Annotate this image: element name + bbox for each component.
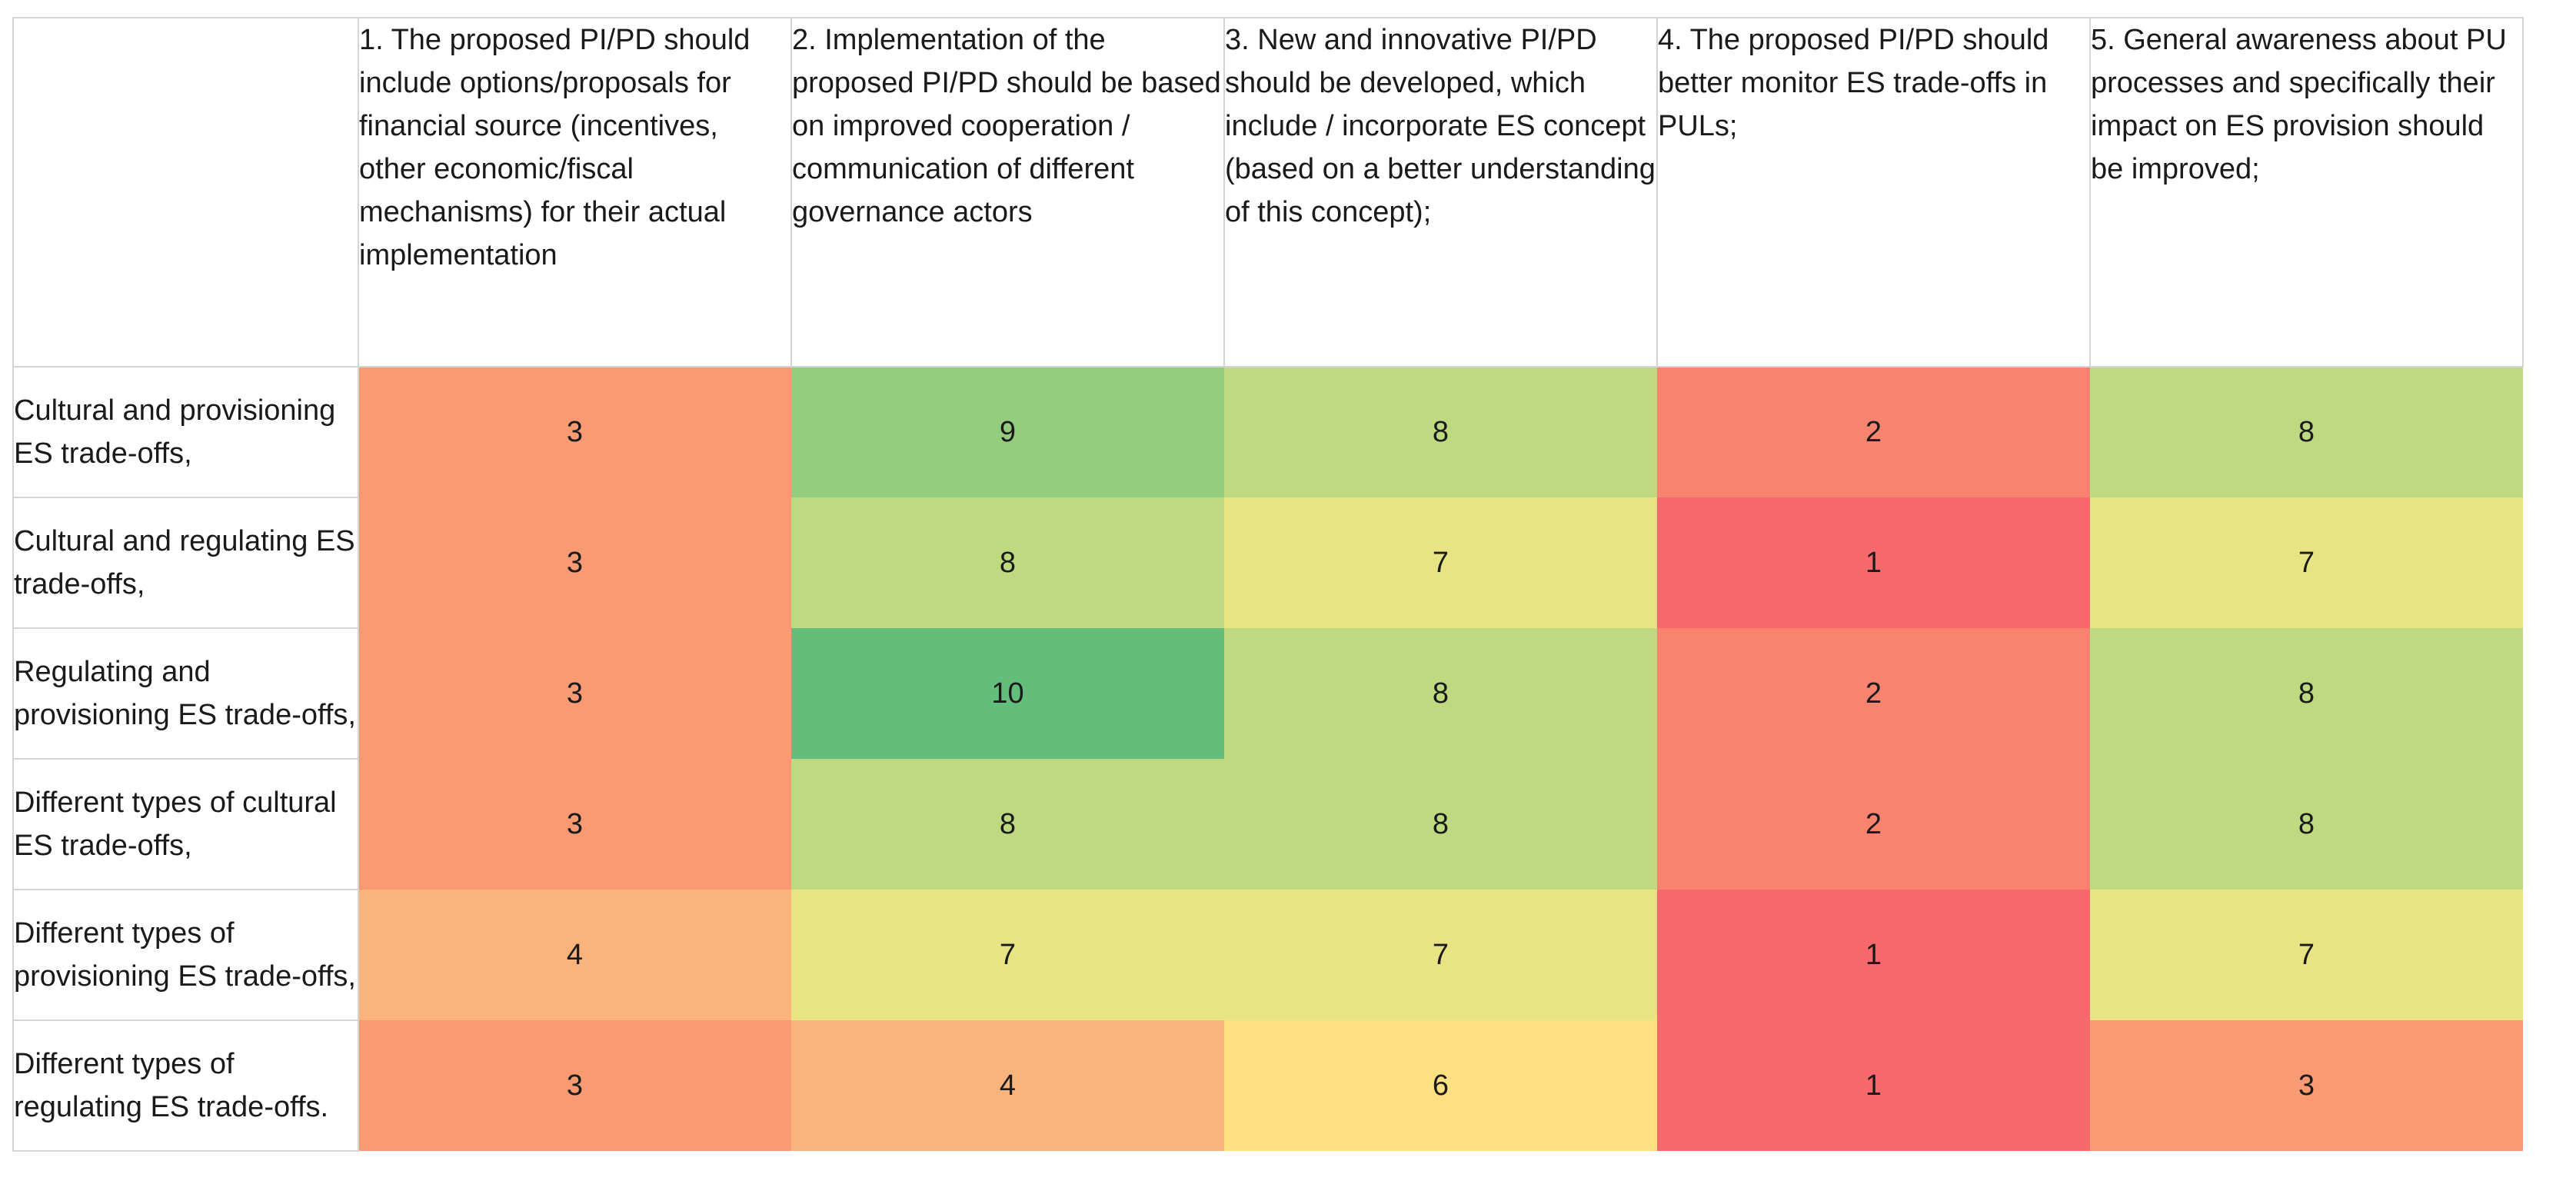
column-header-5: 5. General awareness about PU processes … xyxy=(2089,17,2524,368)
heatmap-cell: 2 xyxy=(1657,628,2090,759)
heatmap-cell: 8 xyxy=(1224,628,1657,759)
heatmap-body: Cultural and provisioning ES trade-offs,… xyxy=(12,366,2523,1152)
header-row: 1. The proposed PI/PD should include opt… xyxy=(12,17,2524,368)
heatmap-cell: 3 xyxy=(358,497,791,628)
row-label: Different types of cultural ES trade-off… xyxy=(12,758,359,890)
heatmap-cell: 8 xyxy=(2090,628,2523,759)
row-label: Different types of regulating ES trade-o… xyxy=(12,1019,359,1152)
table-row: Different types of provisioning ES trade… xyxy=(12,889,2523,1021)
heatmap-cell: 8 xyxy=(2090,367,2523,497)
heatmap-cell: 1 xyxy=(1657,1020,2090,1151)
heatmap-cell: 8 xyxy=(791,759,1224,890)
heatmap-cell: 7 xyxy=(1224,890,1657,1020)
heatmap-cell: 8 xyxy=(1224,367,1657,497)
column-header-3: 3. New and innovative PI/PD should be de… xyxy=(1223,17,1658,368)
row-label: Cultural and provisioning ES trade-offs, xyxy=(12,366,359,498)
heatmap-cell: 7 xyxy=(2090,890,2523,1020)
row-label: Cultural and regulating ES trade-offs, xyxy=(12,497,359,629)
heatmap-cell: 7 xyxy=(1224,497,1657,628)
row-label: Regulating and provisioning ES trade-off… xyxy=(12,627,359,760)
heatmap-cell: 7 xyxy=(2090,497,2523,628)
table-row: Different types of cultural ES trade-off… xyxy=(12,758,2523,890)
table-row: Regulating and provisioning ES trade-off… xyxy=(12,627,2523,760)
heatmap-cell: 8 xyxy=(2090,759,2523,890)
heatmap-cell: 8 xyxy=(1224,759,1657,890)
heatmap-cell: 7 xyxy=(791,890,1224,1020)
column-header-2: 2. Implementation of the proposed PI/PD … xyxy=(790,17,1225,368)
heatmap-cell: 1 xyxy=(1657,890,2090,1020)
heatmap-cell: 3 xyxy=(358,367,791,497)
column-header-1: 1. The proposed PI/PD should include opt… xyxy=(358,17,792,368)
heatmap-cell: 1 xyxy=(1657,497,2090,628)
heatmap-cell: 3 xyxy=(358,759,791,890)
table-row: Cultural and regulating ES trade-offs, 3 8… xyxy=(12,497,2523,629)
heatmap-cell: 8 xyxy=(791,497,1224,628)
corner-cell xyxy=(12,17,359,368)
heatmap-cell: 4 xyxy=(791,1020,1224,1151)
column-header-4: 4. The proposed PI/PD should better moni… xyxy=(1656,17,2091,368)
heatmap-cell: 2 xyxy=(1657,759,2090,890)
heatmap-cell: 9 xyxy=(791,367,1224,497)
heatmap-cell: 3 xyxy=(358,1020,791,1151)
heatmap-cell: 6 xyxy=(1224,1020,1657,1151)
table-row: Cultural and provisioning ES trade-offs,… xyxy=(12,366,2523,498)
heatmap-cell: 3 xyxy=(358,628,791,759)
heatmap-cell: 2 xyxy=(1657,367,2090,497)
heatmap-cell: 10 xyxy=(791,628,1224,759)
heatmap-table: 1. The proposed PI/PD should include opt… xyxy=(12,17,2524,1152)
heatmap-cell: 4 xyxy=(358,890,791,1020)
heatmap-cell: 3 xyxy=(2090,1020,2523,1151)
row-label: Different types of provisioning ES trade… xyxy=(12,889,359,1021)
table-row: Different types of regulating ES trade-o… xyxy=(12,1019,2523,1152)
